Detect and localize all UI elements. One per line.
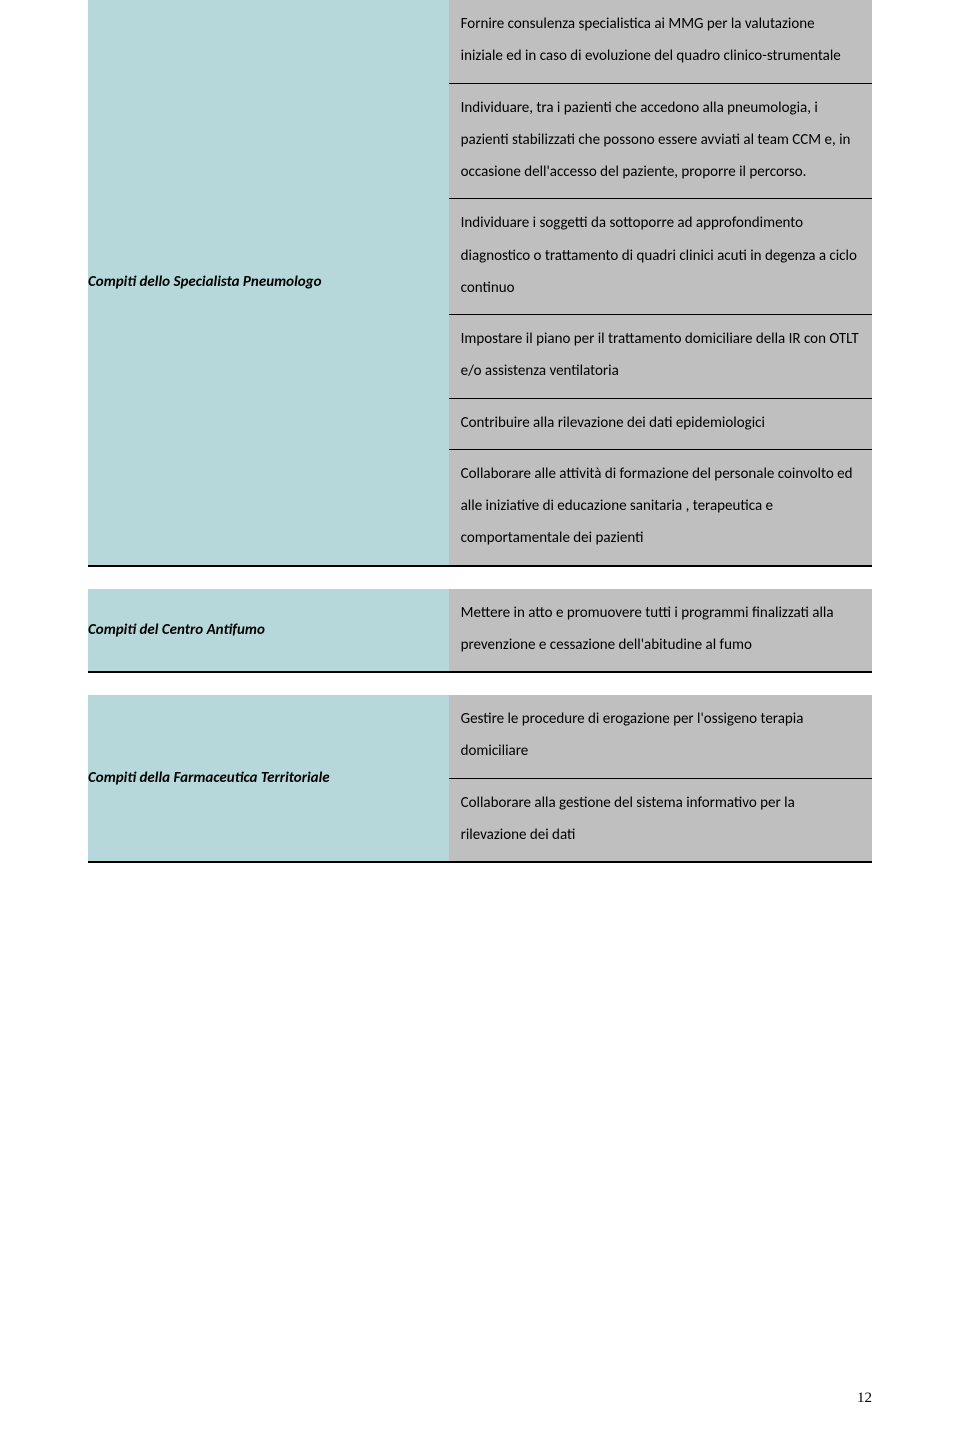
section-2-content: Mettere in atto e promuovere tutti i pro… [449, 589, 872, 673]
section-1-item-2: Individuare i soggetti da sottoporre ad … [449, 199, 872, 315]
section-1-item-5: Collaborare alle attività di formazione … [449, 450, 872, 565]
section-1-label: Compiti dello Specialista Pneumologo [88, 0, 449, 566]
section-1-table: Compiti dello Specialista Pneumologo For… [88, 0, 872, 567]
section-1-item-4: Contribuire alla rilevazione dei dati ep… [449, 399, 872, 450]
section-2-table: Compiti del Centro Antifumo Mettere in a… [88, 589, 872, 674]
section-1-item-1: Individuare, tra i pazienti che accedono… [449, 84, 872, 200]
section-3-content: Gestire le procedure di erogazione per l… [449, 695, 872, 862]
page-container: Compiti dello Specialista Pneumologo For… [0, 0, 960, 1442]
section-3-table: Compiti della Farmaceutica Territoriale … [88, 695, 872, 863]
section-1-item-3: Impostare il piano per il trattamento do… [449, 315, 872, 399]
section-3-item-0: Gestire le procedure di erogazione per l… [449, 695, 872, 779]
section-2-item-0: Mettere in atto e promuovere tutti i pro… [449, 589, 872, 672]
section-3-label: Compiti della Farmaceutica Territoriale [88, 695, 449, 862]
section-1-content: Fornire consulenza specialistica ai MMG … [449, 0, 872, 566]
section-2-label: Compiti del Centro Antifumo [88, 589, 449, 673]
page-number: 12 [857, 1390, 872, 1407]
section-3-item-1: Collaborare alla gestione del sistema in… [449, 779, 872, 862]
section-1-item-0: Fornire consulenza specialistica ai MMG … [449, 0, 872, 84]
